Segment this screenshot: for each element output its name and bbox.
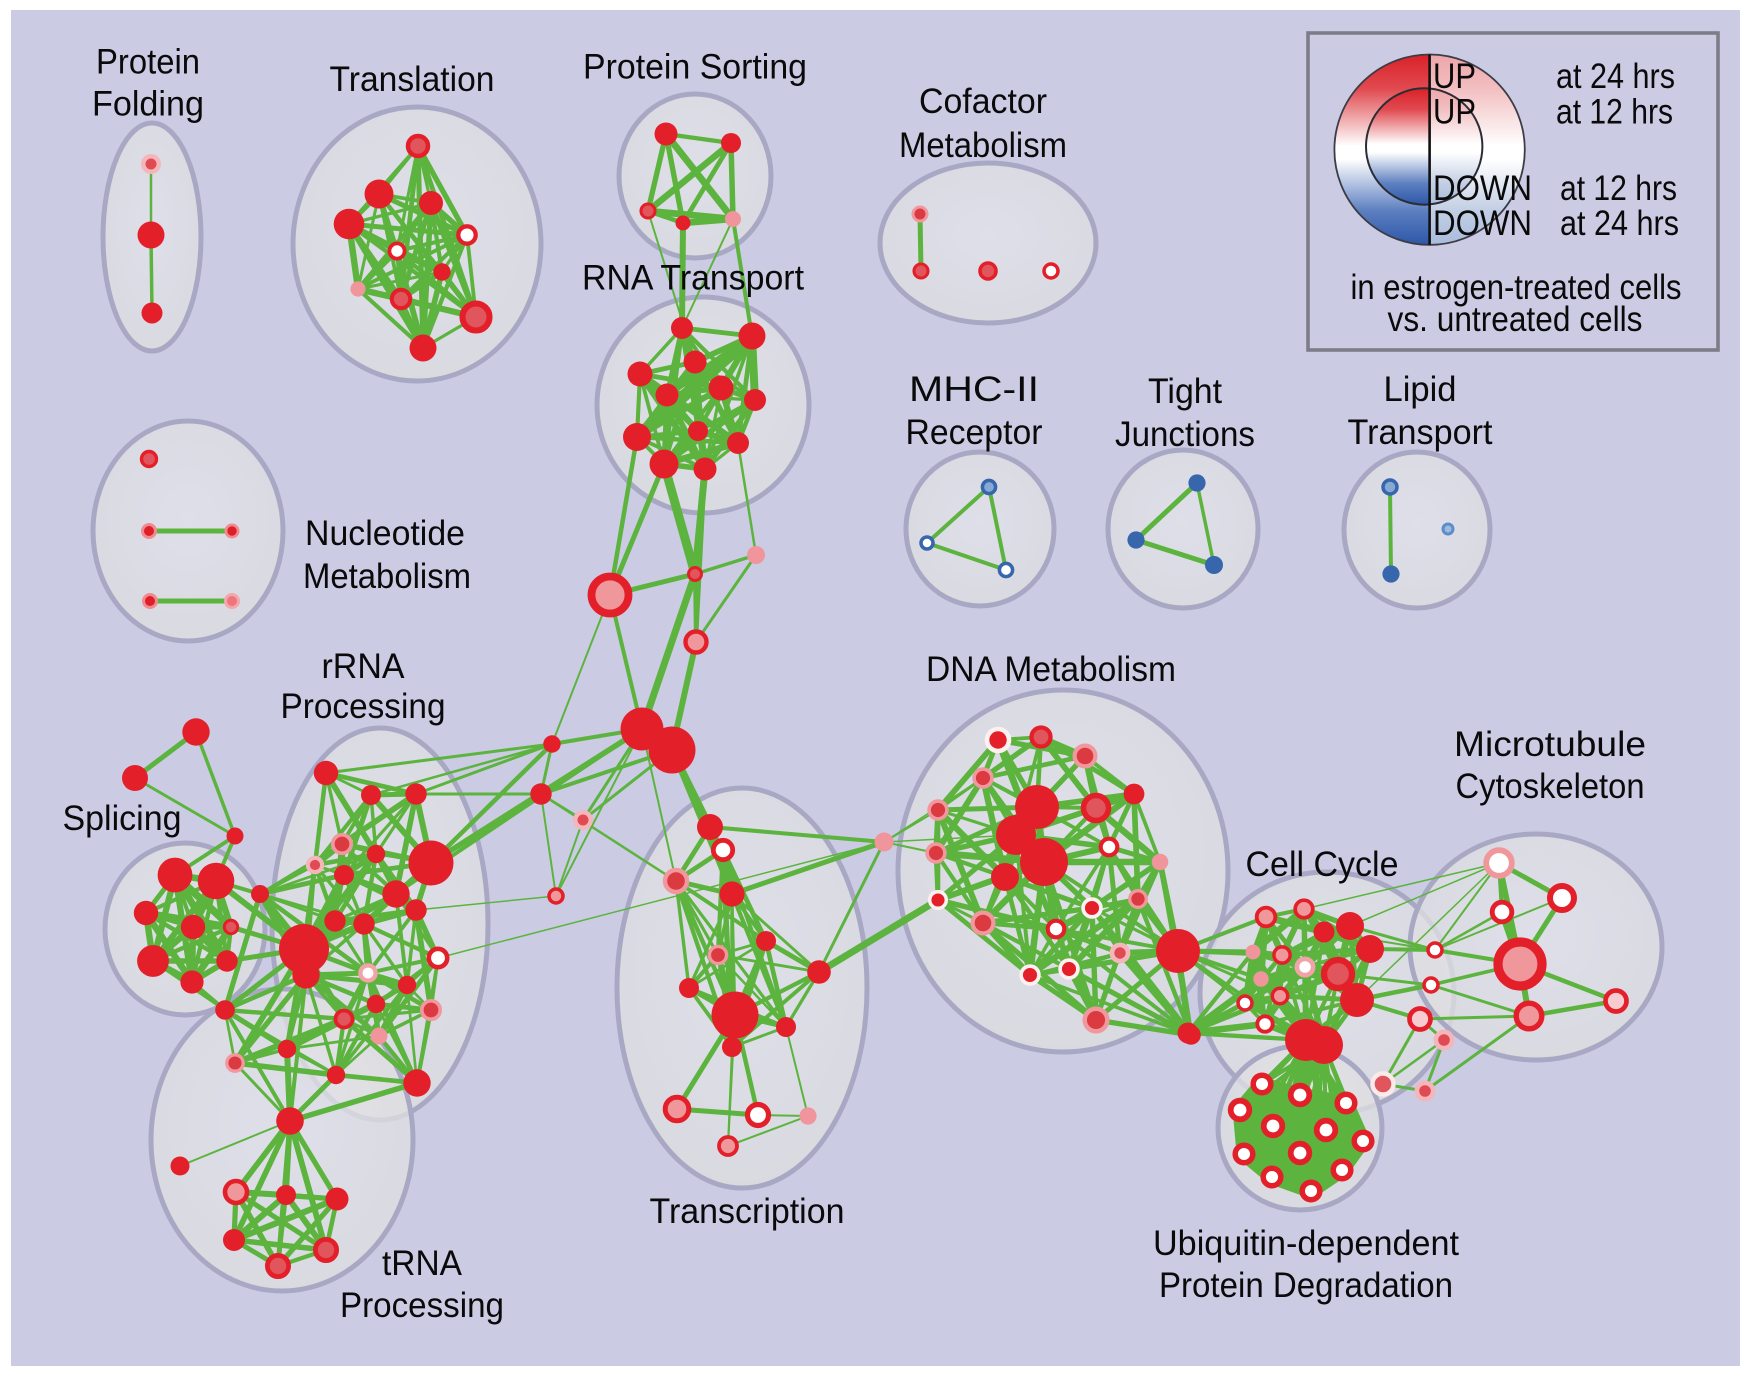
svg-text:Microtubule: Microtubule [1454,725,1646,764]
svg-text:Transcription: Transcription [650,1192,845,1231]
svg-text:Receptor: Receptor [906,413,1043,452]
svg-text:at 24 hrs: at 24 hrs [1556,57,1675,96]
svg-text:Processing: Processing [340,1286,504,1325]
svg-text:UP: UP [1433,57,1476,96]
svg-text:vs. untreated cells: vs. untreated cells [1388,300,1643,339]
svg-text:Protein Sorting: Protein Sorting [583,48,807,87]
svg-text:Tight: Tight [1148,372,1222,411]
svg-text:tRNA: tRNA [382,1244,463,1283]
svg-text:Metabolism: Metabolism [303,557,471,596]
svg-text:Protein: Protein [96,43,200,82]
svg-text:MHC-II: MHC-II [909,370,1039,409]
svg-text:Nucleotide: Nucleotide [305,514,465,553]
svg-text:Junctions: Junctions [1115,415,1255,454]
svg-text:DOWN: DOWN [1433,204,1532,243]
svg-text:Cytoskeleton: Cytoskeleton [1456,767,1645,806]
svg-text:in estrogen-treated cells: in estrogen-treated cells [1351,268,1682,307]
svg-text:Protein Degradation: Protein Degradation [1159,1266,1453,1305]
svg-text:UP: UP [1433,93,1476,132]
svg-text:Ubiquitin-dependent: Ubiquitin-dependent [1153,1224,1459,1263]
svg-text:at 24 hrs: at 24 hrs [1560,204,1679,243]
svg-text:at 12 hrs: at 12 hrs [1556,93,1673,132]
svg-text:Transport: Transport [1348,413,1493,452]
svg-text:Processing: Processing [281,687,446,726]
svg-text:DNA Metabolism: DNA Metabolism [926,650,1176,689]
svg-text:Translation: Translation [330,60,495,99]
svg-text:Metabolism: Metabolism [899,126,1067,165]
svg-text:Lipid: Lipid [1384,370,1457,409]
svg-text:Cofactor: Cofactor [919,82,1047,121]
svg-text:Cell Cycle: Cell Cycle [1246,845,1399,884]
svg-text:DOWN: DOWN [1433,169,1532,208]
svg-text:at 12 hrs: at 12 hrs [1560,169,1677,208]
svg-text:Splicing: Splicing [63,799,182,838]
svg-text:rRNA: rRNA [322,647,406,686]
svg-text:Folding: Folding [92,85,204,124]
svg-text:RNA Transport: RNA Transport [582,259,804,298]
